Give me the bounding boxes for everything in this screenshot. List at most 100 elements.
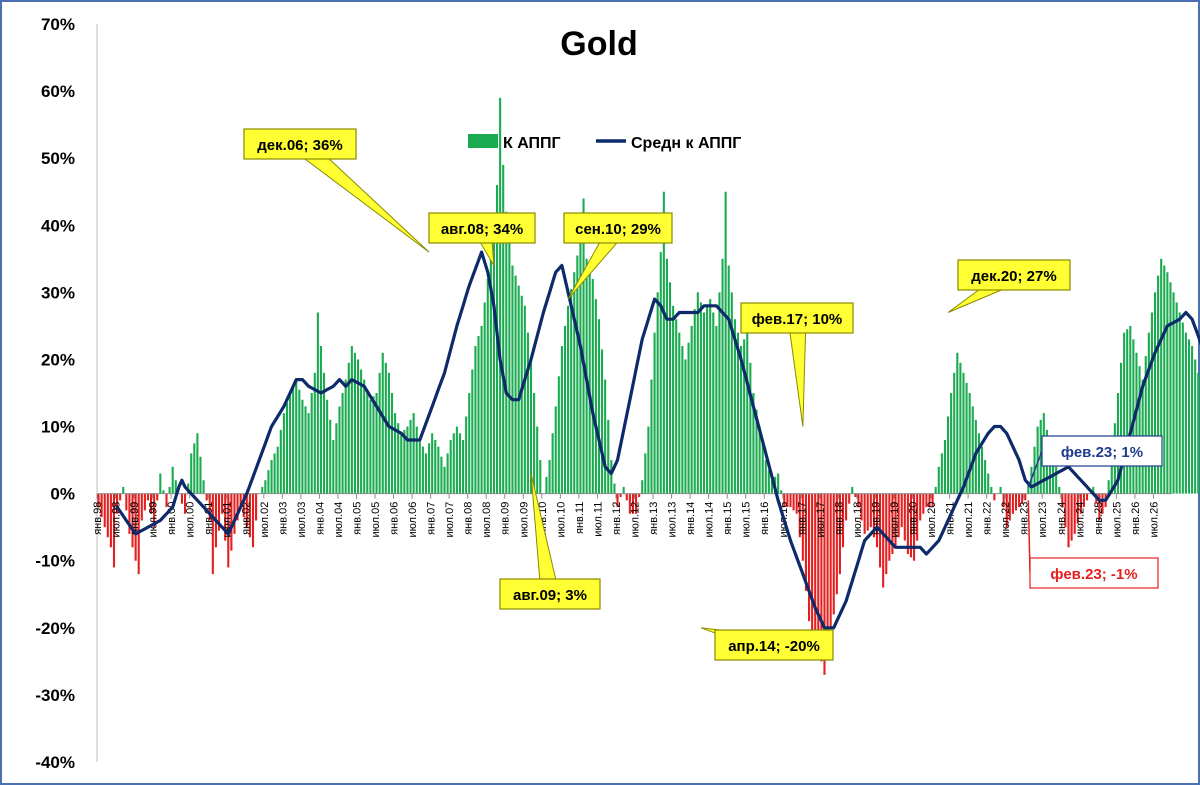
bar xyxy=(174,480,177,494)
bar xyxy=(449,439,452,494)
bar xyxy=(242,493,245,518)
bar xyxy=(122,486,125,494)
bar xyxy=(953,372,956,494)
bar xyxy=(733,319,736,494)
x-tick-label: янв.13 xyxy=(648,502,660,535)
x-tick-label: янв.11 xyxy=(574,502,586,534)
y-tick-label: 10% xyxy=(41,418,75,437)
bar xyxy=(653,332,656,494)
x-tick-label: июл.15 xyxy=(741,502,753,538)
bar xyxy=(804,493,807,591)
bar xyxy=(196,433,199,494)
callout: дек.20; 27% xyxy=(947,259,1071,313)
bar xyxy=(706,305,709,494)
bar xyxy=(153,493,156,528)
callout-box xyxy=(1041,435,1163,467)
bar xyxy=(851,486,854,494)
bar xyxy=(1055,466,1058,494)
callout-box-fill xyxy=(565,214,671,242)
bar xyxy=(780,490,783,494)
bar xyxy=(597,319,601,494)
bar xyxy=(140,493,143,521)
bar xyxy=(826,493,829,642)
bar xyxy=(644,453,647,494)
bar xyxy=(1101,493,1104,514)
bar xyxy=(579,238,582,494)
bar xyxy=(990,486,993,494)
bar xyxy=(823,493,826,675)
bar xyxy=(400,433,403,494)
y-tick-label: 30% xyxy=(41,283,75,302)
bar xyxy=(112,493,116,568)
bar xyxy=(100,493,103,518)
bar xyxy=(289,393,292,494)
bar xyxy=(335,423,338,494)
x-tick-label: июл.00 xyxy=(185,502,197,538)
bar xyxy=(647,426,650,494)
callout-box xyxy=(1029,557,1159,589)
x-tick-label: июл.19 xyxy=(889,502,901,538)
bar xyxy=(718,292,721,494)
bar xyxy=(638,493,641,497)
x-tick-label: янв.08 xyxy=(463,502,475,535)
bar xyxy=(845,493,848,521)
legend-line-label: Средн к АППГ xyxy=(631,135,741,152)
bar xyxy=(937,466,940,494)
bar xyxy=(533,393,536,494)
bar xyxy=(236,493,239,521)
bar xyxy=(483,302,486,494)
bar xyxy=(1110,453,1113,494)
bar xyxy=(131,493,134,548)
bar xyxy=(857,493,860,508)
bar xyxy=(279,429,282,494)
y-tick-label: -30% xyxy=(35,686,75,705)
bar xyxy=(350,346,353,494)
bar xyxy=(755,409,758,494)
bar xyxy=(221,493,224,514)
bar xyxy=(1126,329,1129,494)
bar xyxy=(690,325,693,494)
bar xyxy=(681,346,684,494)
bar xyxy=(199,456,202,494)
bar xyxy=(662,191,665,494)
bar xyxy=(390,393,394,494)
y-tick-label: 60% xyxy=(41,82,75,101)
bar xyxy=(304,406,307,494)
x-tick-label: янв.98 xyxy=(92,502,104,535)
bar xyxy=(168,486,171,494)
bar xyxy=(724,191,727,494)
bar xyxy=(1082,493,1086,508)
bar xyxy=(97,493,100,508)
x-tick-label: янв.05 xyxy=(351,502,363,535)
bar xyxy=(193,443,196,494)
bar xyxy=(641,480,644,494)
bar xyxy=(885,493,888,575)
bar xyxy=(248,493,251,538)
bar xyxy=(428,443,431,494)
bar xyxy=(820,493,823,662)
x-tick-label: июл.02 xyxy=(259,502,271,538)
bar xyxy=(202,480,205,494)
callout-pointer xyxy=(787,316,807,427)
bar xyxy=(1073,493,1076,534)
bar xyxy=(712,312,715,494)
bar xyxy=(326,399,329,494)
bar xyxy=(604,379,607,494)
bar xyxy=(307,413,310,494)
bar xyxy=(1086,493,1089,501)
bar xyxy=(625,493,628,501)
bar xyxy=(573,272,576,494)
bar xyxy=(261,486,264,494)
callout: сен.10; 29% xyxy=(563,212,673,300)
bar xyxy=(1160,258,1163,494)
bar xyxy=(1138,366,1141,494)
bar xyxy=(1027,483,1030,494)
bar xyxy=(106,493,109,538)
bar xyxy=(560,346,563,494)
bar xyxy=(502,164,505,494)
bar xyxy=(529,359,533,494)
callout: дек.06; 36% xyxy=(243,128,430,253)
x-tick-label: янв.22 xyxy=(982,502,994,535)
bar xyxy=(1107,480,1110,494)
